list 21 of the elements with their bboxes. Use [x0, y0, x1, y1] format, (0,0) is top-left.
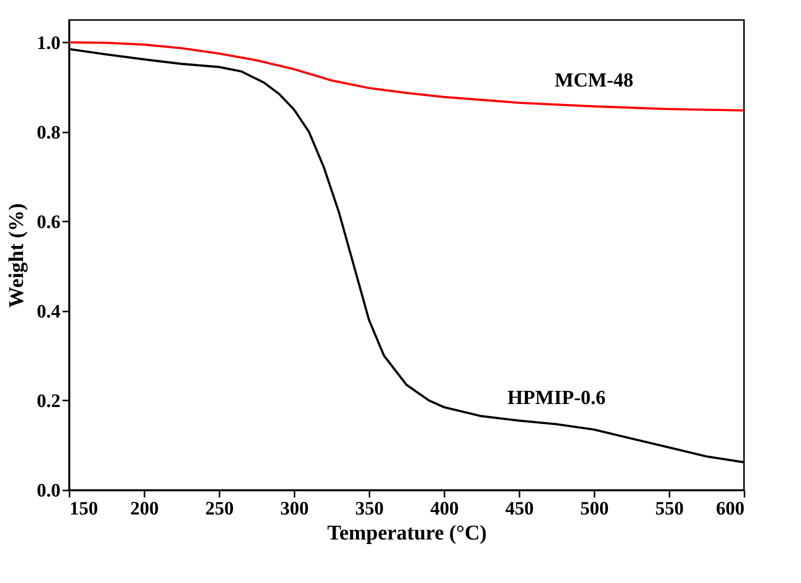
- x-tick-label: 200: [130, 498, 159, 520]
- y-tick-label: 0.6: [36, 212, 60, 233]
- y-tick-label: 1.0: [36, 32, 60, 54]
- x-tick-label: 400: [430, 498, 459, 520]
- x-tick-label: 500: [580, 498, 609, 520]
- x-axis-title: Temperature (°C): [327, 520, 487, 544]
- y-tick-label: 0.8: [36, 122, 60, 144]
- y-tick-label: 0.0: [36, 480, 60, 502]
- x-tick-label: 550: [655, 498, 684, 520]
- x-tick-label: 450: [505, 498, 534, 520]
- series-label: HPMIP-0.6: [507, 387, 606, 410]
- y-tick-label: 0.2: [36, 390, 60, 412]
- x-tick-label: 300: [280, 498, 309, 520]
- x-tick-label: 350: [355, 498, 384, 520]
- x-tick-label: 600: [716, 498, 744, 520]
- y-axis-title: Weight (%): [4, 203, 28, 308]
- x-tick-label: 250: [205, 498, 234, 520]
- y-tick-label: 0.4: [36, 301, 61, 322]
- series-label: MCM-48: [554, 69, 634, 92]
- x-tick-label: 150: [70, 498, 98, 520]
- line-series: [68, 41, 746, 112]
